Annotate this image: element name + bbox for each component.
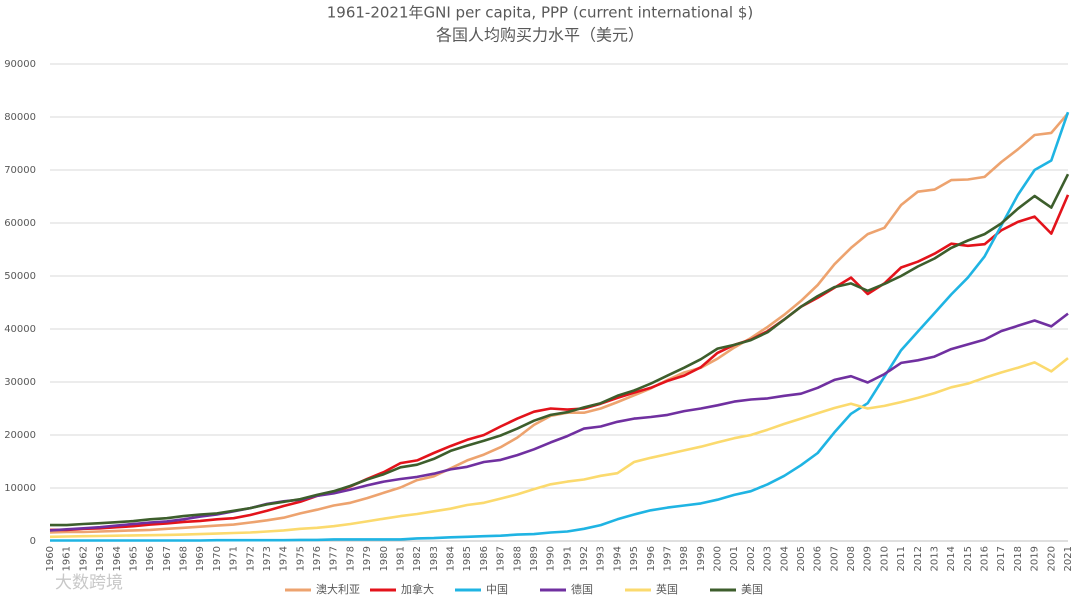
x-tick-label: 2001 <box>729 546 740 571</box>
x-tick-label: 1966 <box>145 546 156 571</box>
x-tick-label: 2016 <box>980 546 991 571</box>
x-tick-label: 1982 <box>412 546 423 571</box>
x-tick-label: 2018 <box>1013 546 1024 571</box>
x-tick-label: 1976 <box>312 546 323 571</box>
x-tick-label: 1997 <box>662 546 673 571</box>
x-tick-label: 2021 <box>1063 546 1074 571</box>
x-tick-label: 1996 <box>646 546 657 571</box>
x-tick-label: 2005 <box>796 546 807 571</box>
x-tick-label: 1999 <box>696 546 707 571</box>
y-tick-label: 70000 <box>4 165 36 176</box>
x-tick-label: 1980 <box>379 546 390 571</box>
x-tick-label: 2010 <box>879 546 890 571</box>
watermark: 大数跨境 <box>55 573 123 593</box>
x-tick-label: 1979 <box>362 546 373 571</box>
x-tick-label: 1967 <box>162 546 173 571</box>
x-tick-label: 1970 <box>212 546 223 571</box>
x-tick-label: 1961 <box>62 546 73 571</box>
x-tick-label: 1974 <box>279 546 290 571</box>
x-tick-label: 2008 <box>846 546 857 571</box>
legend-label: 澳大利亚 <box>316 582 360 596</box>
x-tick-label: 1977 <box>329 546 340 571</box>
x-tick-label: 1988 <box>512 546 523 571</box>
x-tick-label: 1986 <box>479 546 490 571</box>
y-tick-label: 90000 <box>4 59 36 70</box>
legend-label: 中国 <box>486 583 508 596</box>
x-tick-label: 1990 <box>546 546 557 571</box>
chart-subtitle: 各国人均购买力水平（美元） <box>436 26 644 45</box>
x-tick-label: 1978 <box>345 546 356 571</box>
x-tick-label: 1985 <box>462 546 473 571</box>
x-tick-label: 2004 <box>779 546 790 571</box>
x-tick-label: 1984 <box>446 546 457 571</box>
y-tick-label: 20000 <box>4 430 36 441</box>
legend-label: 德国 <box>571 582 593 596</box>
legend-label: 加拿大 <box>401 582 434 596</box>
x-tick-label: 1993 <box>596 546 607 571</box>
y-tick-label: 40000 <box>4 324 36 335</box>
x-tick-label: 1971 <box>229 546 240 571</box>
series-line <box>50 111 1070 542</box>
y-tick-label: 10000 <box>4 483 36 494</box>
series-line <box>50 173 1070 527</box>
x-tick-label: 1972 <box>245 546 256 571</box>
series-line <box>50 194 1070 532</box>
x-tick-label: 2009 <box>863 546 874 571</box>
x-tick-label: 2012 <box>913 546 924 571</box>
x-tick-label: 2011 <box>896 546 907 571</box>
x-tick-label: 2014 <box>946 546 957 571</box>
x-tick-label: 1989 <box>529 546 540 571</box>
legend-label: 英国 <box>656 582 678 596</box>
x-tick-label: 1975 <box>295 546 306 571</box>
x-tick-label: 2003 <box>763 546 774 571</box>
x-tick-label: 1981 <box>395 546 406 571</box>
x-tick-label: 1968 <box>179 546 190 571</box>
y-tick-label: 30000 <box>4 377 36 388</box>
x-tick-label: 2006 <box>813 546 824 571</box>
x-tick-label: 1960 <box>45 546 56 571</box>
x-tick-label: 2017 <box>996 546 1007 571</box>
chart-title: 1961-2021年GNI per capita, PPP (current i… <box>327 4 754 22</box>
y-tick-label: 0 <box>30 536 36 547</box>
x-tick-label: 1973 <box>262 546 273 571</box>
x-tick-label: 2000 <box>713 546 724 571</box>
x-tick-label: 2013 <box>929 546 940 571</box>
x-tick-label: 1995 <box>629 546 640 571</box>
x-tick-label: 1998 <box>679 546 690 571</box>
x-tick-label: 2020 <box>1046 546 1057 571</box>
x-tick-label: 1964 <box>112 546 123 571</box>
x-tick-label: 1969 <box>195 546 206 571</box>
x-tick-label: 1987 <box>496 546 507 571</box>
y-tick-label: 60000 <box>4 218 36 229</box>
legend-label: 美国 <box>741 583 763 596</box>
x-tick-label: 1992 <box>579 546 590 571</box>
x-tick-label: 1963 <box>95 546 106 571</box>
x-tick-label: 1965 <box>128 546 139 571</box>
x-tick-label: 1991 <box>562 546 573 571</box>
series-line <box>49 357 1069 539</box>
x-tick-label: 1994 <box>612 546 623 571</box>
x-tick-label: 2007 <box>829 546 840 571</box>
y-tick-label: 50000 <box>4 271 36 282</box>
x-tick-label: 2002 <box>746 546 757 571</box>
x-tick-label: 2019 <box>1030 546 1041 571</box>
x-tick-label: 1962 <box>78 546 89 571</box>
x-tick-label: 1983 <box>429 546 440 571</box>
y-tick-label: 80000 <box>4 112 36 123</box>
x-tick-label: 2015 <box>963 546 974 571</box>
